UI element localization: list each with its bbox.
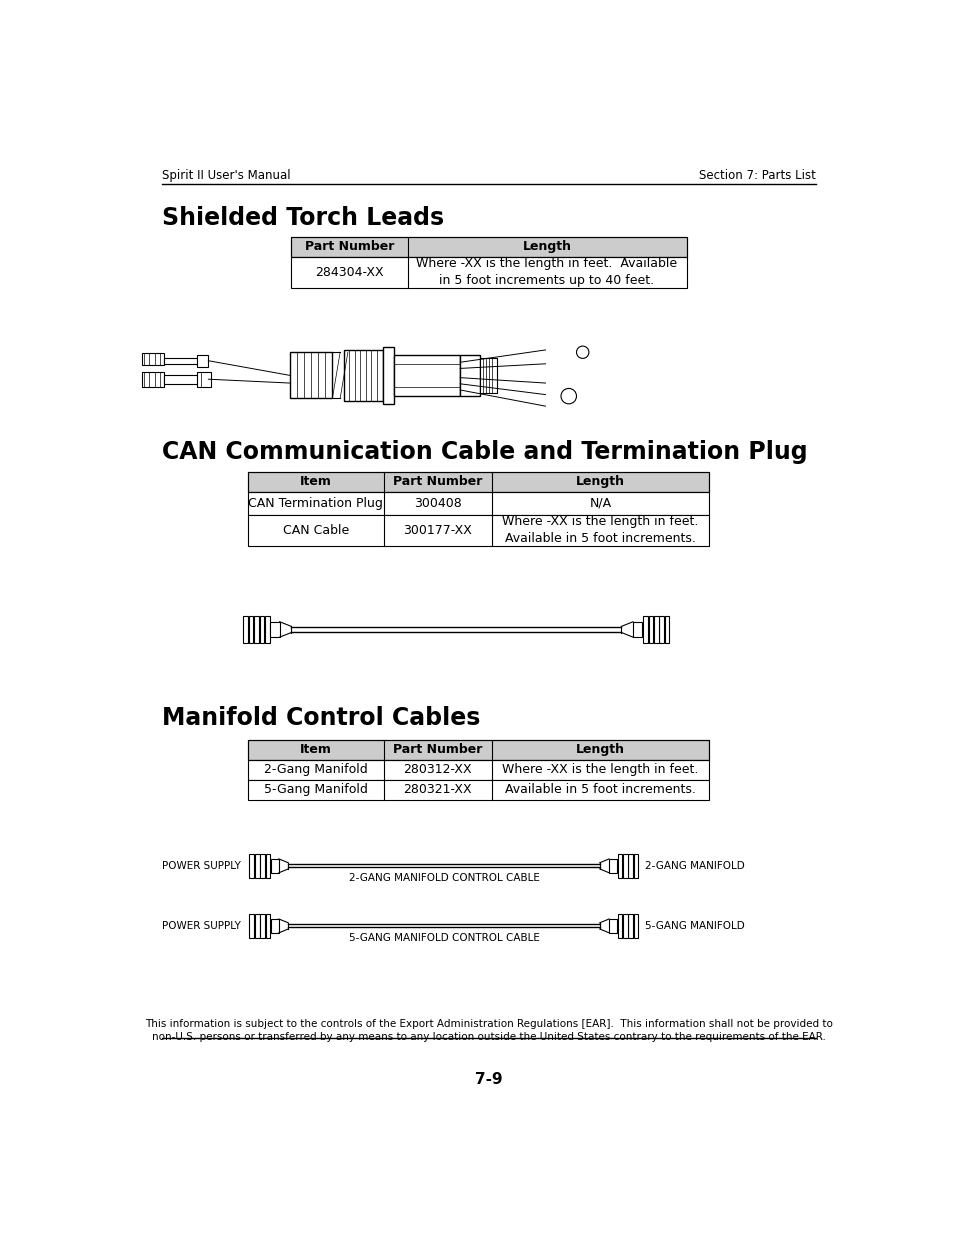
- Bar: [479, 358, 497, 393]
- Text: 300177-XX: 300177-XX: [403, 524, 472, 537]
- Text: 7-9: 7-9: [475, 1072, 502, 1087]
- Text: 280312-XX: 280312-XX: [403, 763, 472, 776]
- Bar: [608, 919, 617, 932]
- Bar: [254, 914, 259, 939]
- Bar: [142, 353, 164, 366]
- Text: Where -XX is the length in feet.
Available in 5 foot increments.: Where -XX is the length in feet. Availab…: [502, 515, 698, 545]
- Bar: [622, 853, 627, 878]
- Bar: [249, 914, 253, 939]
- Bar: [260, 914, 265, 939]
- Bar: [248, 740, 708, 760]
- Bar: [648, 615, 653, 643]
- Bar: [254, 853, 259, 878]
- Bar: [394, 354, 459, 396]
- Bar: [633, 853, 638, 878]
- Bar: [248, 779, 708, 799]
- Text: 5-GANG MANIFOLD CONTROL CABLE: 5-GANG MANIFOLD CONTROL CABLE: [348, 934, 538, 944]
- Bar: [243, 615, 248, 643]
- Text: Item: Item: [299, 475, 332, 488]
- Bar: [659, 615, 663, 643]
- Bar: [266, 853, 270, 878]
- Text: Where -XX is the length in feet.: Where -XX is the length in feet.: [502, 763, 698, 776]
- Text: 2-Gang Manifold: 2-Gang Manifold: [264, 763, 367, 776]
- Bar: [249, 615, 253, 643]
- Bar: [608, 858, 617, 873]
- Text: Part Number: Part Number: [393, 475, 482, 488]
- Bar: [270, 621, 279, 637]
- Text: Length: Length: [576, 743, 624, 756]
- Bar: [382, 347, 394, 404]
- Text: Part Number: Part Number: [393, 743, 482, 756]
- Bar: [249, 853, 253, 878]
- Text: 284304-XX: 284304-XX: [314, 266, 383, 279]
- Bar: [344, 350, 382, 401]
- Bar: [248, 740, 708, 760]
- Bar: [265, 615, 270, 643]
- Text: 2-GANG MANIFOLD: 2-GANG MANIFOLD: [644, 861, 743, 871]
- Text: Available in 5 foot increments.: Available in 5 foot increments.: [504, 783, 696, 797]
- Text: Section 7: Parts List: Section 7: Parts List: [699, 169, 815, 182]
- Text: POWER SUPPLY: POWER SUPPLY: [162, 861, 240, 871]
- Bar: [248, 515, 708, 546]
- Bar: [628, 853, 633, 878]
- Text: Where -XX is the length in feet.  Available
in 5 foot increments up to 40 feet.: Where -XX is the length in feet. Availab…: [416, 257, 677, 288]
- Text: N/A: N/A: [589, 496, 611, 510]
- Bar: [248, 472, 708, 492]
- Text: Shielded Torch Leads: Shielded Torch Leads: [162, 205, 443, 230]
- Bar: [271, 858, 278, 873]
- Text: CAN Communication Cable and Termination Plug: CAN Communication Cable and Termination …: [162, 441, 806, 464]
- Text: 2-GANG MANIFOLD CONTROL CABLE: 2-GANG MANIFOLD CONTROL CABLE: [348, 873, 538, 883]
- Bar: [628, 914, 633, 939]
- Bar: [291, 237, 686, 257]
- Text: Spirit II User's Manual: Spirit II User's Manual: [162, 169, 291, 182]
- Bar: [271, 919, 278, 932]
- Text: non-U.S. persons or transferred by any means to any location outside the United : non-U.S. persons or transferred by any m…: [152, 1031, 825, 1042]
- Bar: [248, 760, 708, 779]
- Text: Manifold Control Cables: Manifold Control Cables: [162, 706, 479, 730]
- Bar: [642, 615, 647, 643]
- Text: Length: Length: [576, 475, 624, 488]
- Bar: [291, 257, 686, 288]
- Bar: [654, 615, 658, 643]
- Bar: [253, 615, 258, 643]
- Bar: [248, 472, 708, 492]
- Text: POWER SUPPLY: POWER SUPPLY: [162, 921, 240, 931]
- Bar: [164, 358, 207, 364]
- Text: CAN Cable: CAN Cable: [282, 524, 349, 537]
- Text: This information is subject to the controls of the Export Administration Regulat: This information is subject to the contr…: [145, 1019, 832, 1030]
- Bar: [266, 914, 270, 939]
- Bar: [259, 615, 264, 643]
- Text: 280321-XX: 280321-XX: [403, 783, 472, 797]
- Bar: [291, 237, 686, 257]
- Bar: [459, 354, 479, 396]
- Bar: [142, 372, 164, 387]
- Bar: [617, 914, 621, 939]
- Bar: [664, 615, 669, 643]
- Bar: [290, 352, 332, 399]
- Text: 300408: 300408: [414, 496, 461, 510]
- Text: Part Number: Part Number: [304, 241, 394, 253]
- Bar: [164, 374, 207, 384]
- Bar: [248, 492, 708, 515]
- Text: Length: Length: [522, 241, 571, 253]
- Text: Item: Item: [299, 743, 332, 756]
- Bar: [196, 354, 208, 367]
- Text: 5-GANG MANIFOLD: 5-GANG MANIFOLD: [644, 921, 743, 931]
- Text: CAN Termination Plug: CAN Termination Plug: [248, 496, 383, 510]
- Bar: [260, 853, 265, 878]
- Text: 5-Gang Manifold: 5-Gang Manifold: [263, 783, 367, 797]
- Bar: [617, 853, 621, 878]
- Bar: [633, 621, 641, 637]
- Bar: [633, 914, 638, 939]
- Bar: [622, 914, 627, 939]
- Bar: [196, 372, 211, 387]
